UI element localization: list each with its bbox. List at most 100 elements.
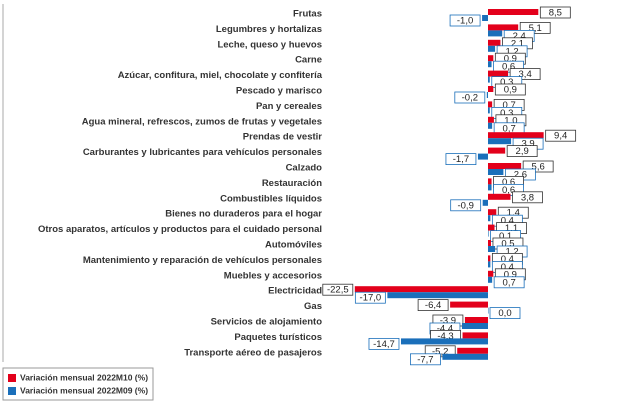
bar <box>488 45 496 52</box>
category-label: Mantenimiento y reparación de vehículos … <box>83 255 322 266</box>
bar <box>486 92 488 98</box>
value-label-box <box>454 91 486 104</box>
value-label: -17,0 <box>360 293 382 304</box>
category-label: Pescado y marisco <box>236 86 322 97</box>
bar <box>488 147 506 154</box>
bar <box>400 338 488 345</box>
category-label: Azúcar, confitura, miel, chocolate y con… <box>118 70 323 81</box>
value-label: 3,9 <box>521 139 534 150</box>
bar <box>488 209 497 216</box>
category-label: Muebles y accesorios <box>224 270 322 281</box>
category-label: Otros aparatos, artículos y productos pa… <box>38 224 322 235</box>
bar <box>461 323 488 329</box>
value-label: -7,7 <box>417 354 433 365</box>
value-label: 9,4 <box>554 131 567 142</box>
bar <box>488 70 509 77</box>
value-label: -4,4 <box>437 324 453 335</box>
legend-swatch <box>8 387 16 395</box>
bar <box>488 240 491 246</box>
value-label-box <box>506 145 538 158</box>
value-label: -0,2 <box>462 93 478 104</box>
bar <box>488 215 491 222</box>
bar <box>488 138 512 145</box>
category-label: Legumbres y hortalizas <box>216 24 322 35</box>
bar <box>488 276 493 283</box>
category-label: Prendas de vestir <box>243 132 323 143</box>
bar <box>488 246 496 252</box>
legend-label: Variación mensual 2022M09 (%) <box>20 385 148 395</box>
value-label: -0,9 <box>457 200 473 211</box>
bar <box>477 153 488 160</box>
category-label: Leche, queso y huevos <box>217 39 322 50</box>
bar <box>488 122 493 129</box>
bar <box>488 224 495 231</box>
bar <box>462 332 488 339</box>
category-label: Automóviles <box>265 240 322 251</box>
bar <box>457 347 488 354</box>
category-label: Pan y cereales <box>256 101 322 112</box>
value-label-box <box>539 6 571 19</box>
category-label: Paquetes turísticos <box>234 332 322 343</box>
value-label: 0,9 <box>504 54 517 65</box>
bar <box>488 76 490 83</box>
value-label: 1,1 <box>505 223 518 234</box>
value-label-box <box>449 14 481 27</box>
legend-swatch <box>8 374 16 382</box>
value-label: 0,4 <box>501 262 514 273</box>
value-label-box <box>493 276 525 289</box>
bar <box>488 169 504 175</box>
value-label: -1,0 <box>457 16 473 27</box>
bar <box>488 24 519 31</box>
value-label: 2,4 <box>513 31 526 42</box>
value-label: 0,6 <box>502 185 515 196</box>
value-label: 0,0 <box>498 308 511 319</box>
value-label-box <box>522 160 554 173</box>
bar <box>488 61 492 68</box>
value-label-box <box>322 283 354 296</box>
bar <box>488 184 492 191</box>
category-label: Bienes no duraderos para el hogar <box>165 209 322 220</box>
value-label: -1,7 <box>453 154 469 165</box>
value-label: 0,7 <box>503 277 516 288</box>
value-label: 1,2 <box>505 247 518 258</box>
value-label: 2,6 <box>514 170 527 181</box>
bar <box>488 270 494 277</box>
bar <box>488 116 494 123</box>
value-label: 2,9 <box>516 146 529 157</box>
value-label-box <box>512 191 543 204</box>
category-label: Agua mineral, refrescos, zumos de frutas… <box>82 116 322 127</box>
value-label-box <box>354 291 386 304</box>
category-label: Carne <box>295 55 322 66</box>
value-label: -14,7 <box>373 339 395 350</box>
value-label-box <box>410 353 441 366</box>
bar <box>488 107 490 114</box>
value-label: -6,4 <box>425 300 441 311</box>
category-label: Restauración <box>262 178 322 189</box>
bar <box>488 86 494 92</box>
bar <box>488 178 492 185</box>
category-label: Carburantes y lubricantes para vehículos… <box>83 147 322 158</box>
bar <box>488 132 544 139</box>
value-label: 0,5 <box>501 239 514 250</box>
bar <box>488 255 491 262</box>
category-label: Gas <box>304 301 322 312</box>
value-label: 0,9 <box>504 269 517 280</box>
category-label: Combustibles líquidos <box>220 193 322 204</box>
value-label-box <box>417 299 449 312</box>
value-label: 0,1 <box>499 231 512 242</box>
value-label: 5,6 <box>532 162 545 173</box>
value-label: 1,2 <box>505 46 518 57</box>
bar <box>464 317 488 323</box>
value-label: 0,4 <box>501 254 514 265</box>
bar <box>488 261 491 268</box>
value-label-box <box>368 337 400 350</box>
bar <box>450 301 488 308</box>
category-label: Electricidad <box>268 286 322 297</box>
value-label-box <box>493 60 524 73</box>
value-label-box <box>494 83 526 96</box>
value-label-box <box>489 307 521 320</box>
bar <box>387 292 488 299</box>
category-label: Transporte aéreo de pasajeros <box>184 347 322 358</box>
value-label: 0,3 <box>500 77 513 88</box>
